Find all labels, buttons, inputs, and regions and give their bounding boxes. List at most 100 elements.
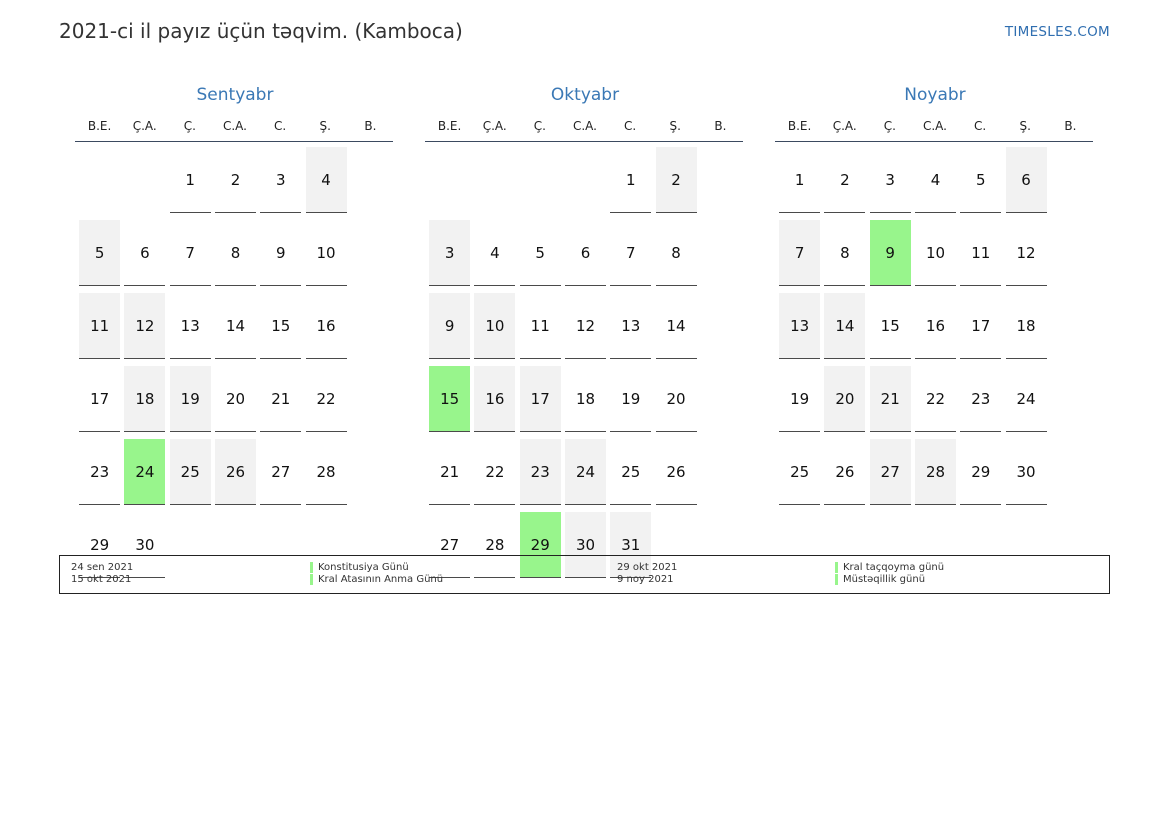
day-cell[interactable]: 18 bbox=[124, 366, 166, 432]
weekday-label: Ş. bbox=[319, 119, 331, 133]
day-cell[interactable]: 21 bbox=[869, 366, 911, 432]
day-cell[interactable]: 28 bbox=[305, 439, 347, 505]
day-cell[interactable]: 5 bbox=[960, 147, 1002, 213]
day-cell[interactable]: 21 bbox=[260, 366, 302, 432]
day-cell[interactable]: 27 bbox=[260, 439, 302, 505]
day-cell[interactable]: 14 bbox=[655, 293, 697, 359]
day-cell[interactable]: 25 bbox=[169, 439, 211, 505]
day-cell[interactable]: 9 bbox=[429, 293, 471, 359]
day-cell[interactable]: 21 bbox=[429, 439, 471, 505]
day-cell[interactable]: 6 bbox=[1005, 147, 1047, 213]
day-cell[interactable]: 25 bbox=[779, 439, 821, 505]
day-cell[interactable]: 30 bbox=[1005, 439, 1047, 505]
day-cell[interactable]: 18 bbox=[564, 366, 606, 432]
day-cell[interactable]: 25 bbox=[610, 439, 652, 505]
day-cell[interactable]: 15 bbox=[260, 293, 302, 359]
day-cell[interactable]: 19 bbox=[169, 366, 211, 432]
day-cell[interactable]: 23 bbox=[79, 439, 121, 505]
empty-cell bbox=[474, 147, 515, 213]
day-cell[interactable]: 22 bbox=[474, 439, 516, 505]
day-cell[interactable]: 2 bbox=[655, 147, 697, 213]
day-cell[interactable]: 8 bbox=[824, 220, 866, 286]
day-cell[interactable]: 12 bbox=[1005, 220, 1047, 286]
day-cell[interactable]: 29 bbox=[960, 439, 1002, 505]
empty-cell bbox=[429, 147, 470, 213]
day-cell[interactable]: 17 bbox=[519, 366, 561, 432]
day-cell[interactable]: 12 bbox=[564, 293, 606, 359]
day-cell[interactable]: 3 bbox=[869, 147, 911, 213]
day-cell[interactable]: 28 bbox=[914, 439, 956, 505]
day-cell[interactable]: 16 bbox=[914, 293, 956, 359]
day-cell[interactable]: 26 bbox=[655, 439, 697, 505]
day-cell[interactable]: 28 bbox=[474, 512, 516, 578]
day-cell[interactable]: 26 bbox=[214, 439, 256, 505]
day-cell[interactable]: 14 bbox=[214, 293, 256, 359]
day-cell[interactable]: 27 bbox=[869, 439, 911, 505]
day-cell[interactable]: 3 bbox=[260, 147, 302, 213]
day-cell[interactable]: 23 bbox=[519, 439, 561, 505]
day-cell[interactable]: 17 bbox=[960, 293, 1002, 359]
legend-holiday-name: Konstitusiya Günü bbox=[318, 562, 409, 573]
day-cell[interactable]: 5 bbox=[519, 220, 561, 286]
day-cell[interactable]: 12 bbox=[124, 293, 166, 359]
day-cell[interactable]: 11 bbox=[960, 220, 1002, 286]
day-cell[interactable]: 31 bbox=[610, 512, 652, 578]
day-cell[interactable]: 7 bbox=[779, 220, 821, 286]
day-cell[interactable]: 9 bbox=[260, 220, 302, 286]
day-cell[interactable]: 29 bbox=[79, 512, 121, 578]
day-cell[interactable]: 20 bbox=[655, 366, 697, 432]
day-cell[interactable]: 11 bbox=[519, 293, 561, 359]
day-cell[interactable]: 4 bbox=[914, 147, 956, 213]
day-cell[interactable]: 26 bbox=[824, 439, 866, 505]
day-cell[interactable]: 7 bbox=[169, 220, 211, 286]
holiday-day-cell[interactable]: 15 bbox=[429, 366, 471, 432]
day-cell[interactable]: 2 bbox=[214, 147, 256, 213]
day-cell[interactable]: 22 bbox=[914, 366, 956, 432]
holiday-day-cell[interactable]: 29 bbox=[519, 512, 561, 578]
day-cell[interactable]: 22 bbox=[305, 366, 347, 432]
day-cell[interactable]: 14 bbox=[824, 293, 866, 359]
day-cell[interactable]: 10 bbox=[305, 220, 347, 286]
holiday-day-cell[interactable]: 9 bbox=[869, 220, 911, 286]
day-cell[interactable]: 10 bbox=[914, 220, 956, 286]
day-cell[interactable]: 1 bbox=[779, 147, 821, 213]
day-cell[interactable]: 24 bbox=[1005, 366, 1047, 432]
day-cell[interactable]: 20 bbox=[214, 366, 256, 432]
day-cell[interactable]: 5 bbox=[79, 220, 121, 286]
day-grid: 1 2 3 4 5 6 7 8 9 10 11 12 13 14 15 16 17 18 19 20 21 22 23 24 2… bbox=[777, 147, 1093, 512]
day-cell[interactable]: 11 bbox=[79, 293, 121, 359]
day-cell[interactable]: 10 bbox=[474, 293, 516, 359]
day-cell[interactable]: 13 bbox=[779, 293, 821, 359]
day-cell[interactable]: 27 bbox=[429, 512, 471, 578]
day-cell[interactable]: 18 bbox=[1005, 293, 1047, 359]
day-cell[interactable]: 30 bbox=[124, 512, 166, 578]
day-cell[interactable]: 8 bbox=[655, 220, 697, 286]
day-cell[interactable]: 20 bbox=[824, 366, 866, 432]
day-cell[interactable]: 30 bbox=[564, 512, 606, 578]
holiday-day-cell[interactable]: 24 bbox=[124, 439, 166, 505]
day-cell[interactable]: 16 bbox=[305, 293, 347, 359]
day-cell[interactable]: 6 bbox=[564, 220, 606, 286]
day-cell[interactable]: 19 bbox=[779, 366, 821, 432]
day-cell[interactable]: 1 bbox=[610, 147, 652, 213]
day-cell[interactable]: 6 bbox=[124, 220, 166, 286]
day-cell[interactable]: 4 bbox=[474, 220, 516, 286]
weekday-label: Ş. bbox=[1019, 119, 1031, 133]
day-cell[interactable]: 3 bbox=[429, 220, 471, 286]
day-cell[interactable]: 2 bbox=[824, 147, 866, 213]
day-cell[interactable]: 24 bbox=[564, 439, 606, 505]
day-cell[interactable]: 8 bbox=[214, 220, 256, 286]
day-cell[interactable]: 19 bbox=[610, 366, 652, 432]
day-cell[interactable]: 13 bbox=[610, 293, 652, 359]
day-cell[interactable]: 7 bbox=[610, 220, 652, 286]
legend-marker bbox=[835, 562, 838, 573]
day-cell[interactable]: 13 bbox=[169, 293, 211, 359]
day-cell[interactable]: 23 bbox=[960, 366, 1002, 432]
day-cell[interactable]: 15 bbox=[869, 293, 911, 359]
day-cell[interactable]: 1 bbox=[169, 147, 211, 213]
day-cell[interactable]: 16 bbox=[474, 366, 516, 432]
weekday-label: C. bbox=[624, 119, 637, 133]
day-cell[interactable]: 17 bbox=[79, 366, 121, 432]
day-cell[interactable]: 4 bbox=[305, 147, 347, 213]
site-link[interactable]: TIMESLES.COM bbox=[1004, 24, 1110, 40]
